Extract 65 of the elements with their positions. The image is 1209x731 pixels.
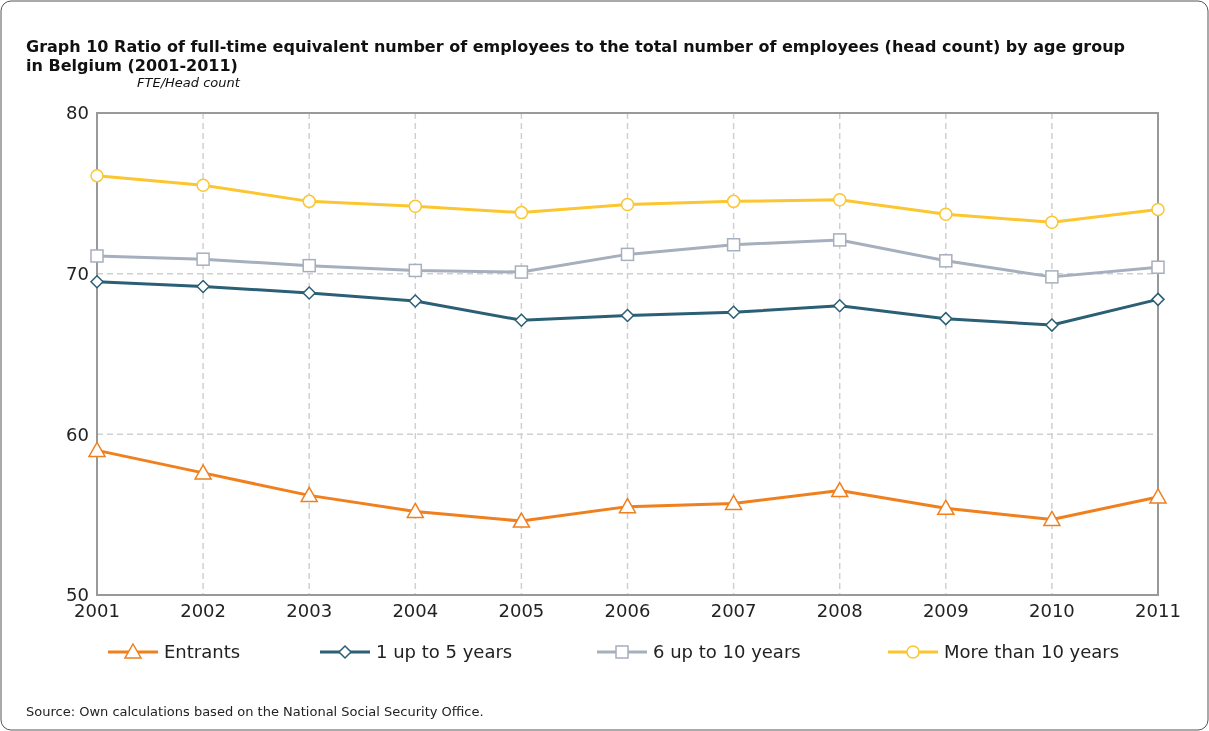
x-tick-label: 2002 [180, 600, 227, 621]
point [832, 299, 847, 313]
point [408, 263, 423, 278]
point [514, 265, 529, 279]
point [194, 464, 212, 480]
point [939, 207, 953, 221]
point [1045, 270, 1059, 284]
x-tick-label: 2003 [286, 600, 333, 621]
point [302, 194, 316, 209]
legend-label: Entrants [164, 641, 241, 663]
legend-label: More than 10 years [944, 641, 1120, 663]
point [90, 249, 104, 263]
point [939, 311, 953, 326]
point [302, 258, 316, 273]
point [90, 168, 104, 183]
point [620, 197, 635, 212]
point [618, 497, 637, 514]
point [830, 481, 849, 498]
y-tick-label: 80 [66, 102, 89, 124]
point [726, 194, 741, 209]
legend-label: 1 up to 5 years [376, 641, 513, 663]
point [1151, 202, 1165, 217]
point [832, 193, 847, 207]
point [726, 305, 741, 319]
x-tick-label: 2001 [74, 600, 120, 621]
point [726, 238, 741, 252]
point [1149, 488, 1167, 504]
point [408, 199, 423, 213]
point [620, 308, 635, 323]
point [724, 494, 743, 511]
point [90, 274, 104, 289]
x-tick-label: 2008 [816, 600, 863, 621]
point [302, 286, 316, 300]
x-tick-label: 2007 [710, 600, 757, 621]
point [832, 233, 847, 247]
point [408, 294, 423, 308]
point [1043, 510, 1061, 527]
point [1151, 292, 1165, 307]
x-tick-label: 2009 [922, 600, 969, 621]
chart-subtitle: FTE/Head count [137, 75, 241, 90]
point [514, 205, 529, 220]
x-tick-label: 2006 [604, 600, 651, 621]
x-tick-label: 2010 [1028, 600, 1075, 621]
point [1045, 215, 1059, 229]
legend-label: 6 up to 10 years [653, 641, 801, 663]
point [300, 486, 318, 503]
point [514, 313, 529, 328]
point [512, 512, 531, 528]
x-tick-label: 2004 [392, 600, 439, 621]
point [88, 441, 106, 458]
y-tick-label: 70 [66, 262, 89, 284]
point [196, 178, 210, 193]
point [939, 254, 953, 268]
point [937, 499, 955, 515]
point [406, 502, 425, 519]
x-tick-label: 2011 [1135, 600, 1181, 621]
point [620, 247, 635, 262]
point [196, 279, 210, 294]
y-tick-label: 60 [66, 423, 89, 445]
x-tick-label: 2005 [498, 600, 545, 621]
point [196, 252, 210, 266]
point [1151, 260, 1165, 274]
chart-title: Graph 10 Ratio of full-time equivalent number of employees to the total number of employees (head count) by age group in Belgium (2001-2011) [26, 37, 1126, 75]
source-note: Source: Own calculations based on the National Social Security Office. [26, 704, 484, 719]
point [1045, 318, 1059, 332]
